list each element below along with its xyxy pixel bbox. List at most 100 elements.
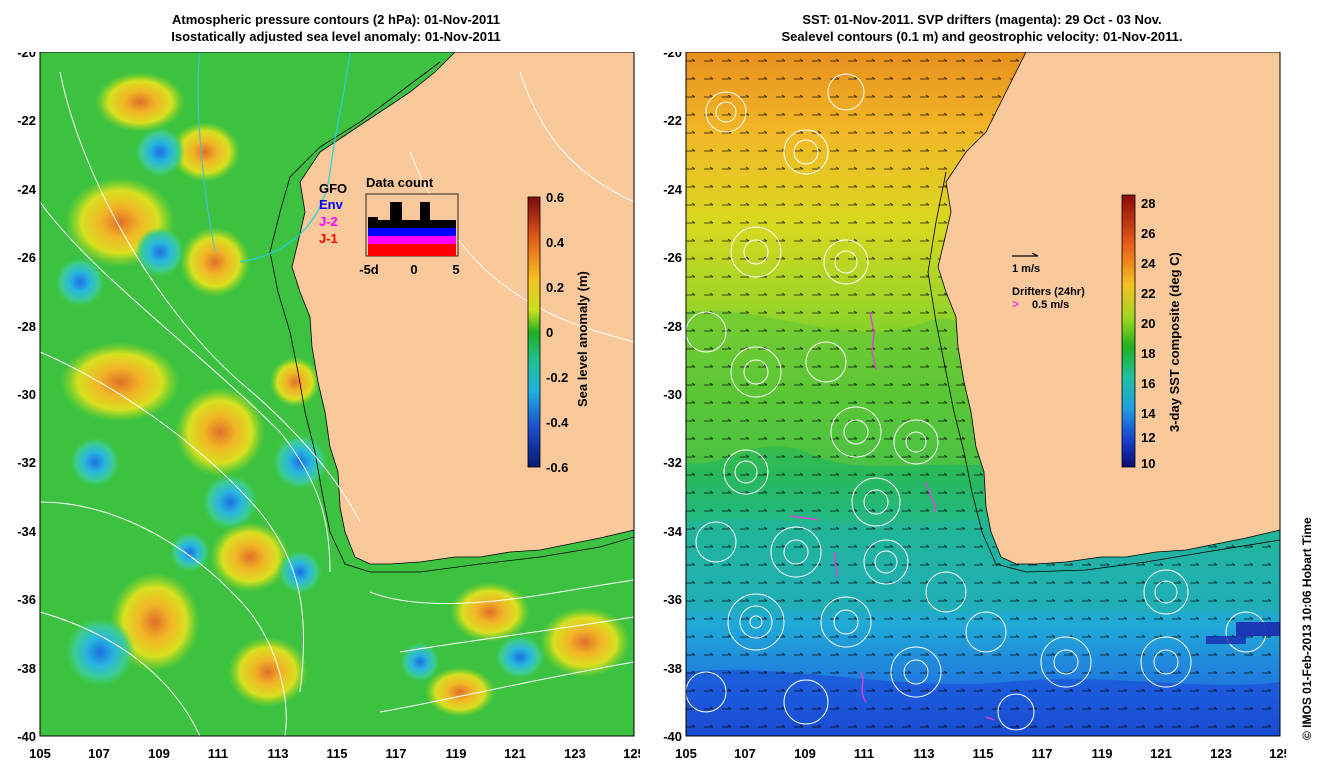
svg-text:-40: -40	[663, 729, 682, 744]
svg-text:119: 119	[446, 746, 467, 761]
data-count-inset: Data count GFO Env J-2 J-1 -5d 0 5	[319, 175, 460, 277]
svg-text:125: 125	[1269, 746, 1286, 761]
svg-text:-26: -26	[663, 250, 682, 265]
svg-text:-36: -36	[663, 592, 682, 607]
svg-text:-0.2: -0.2	[546, 370, 568, 385]
svg-text:12: 12	[1141, 430, 1155, 445]
legend-j2: J-2	[319, 214, 338, 229]
inset-bars	[368, 202, 456, 256]
velocity-scale: 1 m/s	[1012, 252, 1040, 275]
sst-map: -20 -22 -24 -26 -28 -30 -32 -34 -36 -38 …	[663, 52, 1286, 761]
svg-text:-22: -22	[663, 113, 682, 128]
copyright-credit: © IMOS 01-Feb-2013 10:06 Hobart Time	[1300, 517, 1314, 740]
svg-text:10: 10	[1141, 456, 1155, 471]
svg-text:123: 123	[1210, 746, 1232, 761]
legend-gfo: GFO	[319, 181, 347, 196]
svg-text:-30: -30	[663, 387, 682, 402]
svg-text:105: 105	[29, 746, 51, 761]
sla-colorbar: 0.6 0.4 0.2 0 -0.2 -0.4 -0.6 Sea level a…	[527, 190, 590, 475]
drifter-tracks	[790, 311, 995, 721]
svg-text:26: 26	[1141, 226, 1155, 241]
svg-text:14: 14	[1141, 406, 1156, 421]
svg-text:28: 28	[1141, 196, 1155, 211]
pressure-contours	[39, 71, 635, 737]
left-title-line1: Atmospheric pressure contours (2 hPa): 0…	[172, 12, 500, 27]
svg-text:109: 109	[794, 746, 816, 761]
svg-text:0.2: 0.2	[546, 280, 564, 295]
sea-level-anomaly-map: -20 -22 -24 -26 -28 -30 -32 -34 -36 -38 …	[17, 52, 640, 761]
svg-text:115: 115	[327, 746, 348, 761]
svg-text:Sea level anomaly (m): Sea level anomaly (m)	[575, 271, 590, 407]
svg-text:-22: -22	[17, 113, 36, 128]
svg-text:-20: -20	[17, 52, 36, 60]
svg-text:-26: -26	[17, 250, 36, 265]
legend-j1: J-1	[319, 231, 338, 246]
svg-text:117: 117	[1032, 746, 1053, 761]
svg-text:105: 105	[675, 746, 697, 761]
svg-text:115: 115	[973, 746, 994, 761]
svg-text:>: >	[1012, 297, 1019, 311]
right-title-line2: Sealevel contours (0.1 m) and geostrophi…	[781, 29, 1183, 44]
svg-text:-34: -34	[663, 524, 683, 539]
svg-text:24: 24	[1141, 256, 1156, 271]
svg-text:3-day SST composite (deg C): 3-day SST composite (deg C)	[1167, 252, 1182, 432]
sla-blobs	[55, 72, 630, 717]
svg-text:22: 22	[1141, 286, 1155, 301]
svg-text:18: 18	[1141, 346, 1155, 361]
svg-text:109: 109	[148, 746, 170, 761]
svg-text:121: 121	[504, 746, 526, 761]
svg-text:117: 117	[386, 746, 407, 761]
svg-text:107: 107	[734, 746, 756, 761]
svg-text:-5d: -5d	[359, 262, 379, 277]
svg-text:-28: -28	[17, 319, 36, 334]
svg-text:0: 0	[410, 262, 417, 277]
svg-text:-20: -20	[663, 52, 682, 60]
svg-text:-34: -34	[17, 524, 37, 539]
svg-text:0.6: 0.6	[546, 190, 564, 205]
svg-text:-38: -38	[663, 661, 682, 676]
svg-text:123: 123	[564, 746, 586, 761]
svg-text:16: 16	[1141, 376, 1155, 391]
svg-text:-40: -40	[17, 729, 36, 744]
right-title-line1: SST: 01-Nov-2011. SVP drifters (magenta)…	[802, 12, 1162, 27]
svg-text:125: 125	[623, 746, 640, 761]
svg-text:-0.6: -0.6	[546, 460, 568, 475]
svg-text:Drifters (24hr): Drifters (24hr)	[1012, 286, 1085, 298]
svg-text:-30: -30	[17, 387, 36, 402]
left-x-ticks: 105 107 109 111 113 115 117 119 121 123 …	[29, 746, 640, 761]
svg-text:-32: -32	[663, 455, 682, 470]
svg-text:107: 107	[88, 746, 110, 761]
right-panel-title: SST: 01-Nov-2011. SVP drifters (magenta)…	[682, 11, 1282, 45]
shelf-contour	[269, 61, 635, 573]
svg-text:Data count: Data count	[366, 175, 434, 190]
right-y-ticks: -20 -22 -24 -26 -28 -30 -32 -34 -36 -38 …	[663, 52, 683, 744]
right-x-ticks: 105 107 109 111 113 115 117 119 121 123 …	[675, 746, 1286, 761]
drifter-legend: Drifters (24hr) > 0.5 m/s	[1012, 286, 1085, 311]
legend-env: Env	[319, 197, 344, 212]
sealevel-contours	[685, 73, 1267, 731]
svg-text:-24: -24	[663, 182, 683, 197]
left-title-line2: Isostatically adjusted sea level anomaly…	[171, 29, 501, 44]
sst-colorbar: 28 26 24 22 20 18 16 14 12 10 3-day SST …	[1121, 194, 1182, 471]
svg-text:-38: -38	[17, 661, 36, 676]
svg-text:-0.4: -0.4	[546, 415, 569, 430]
svg-text:0.5 m/s: 0.5 m/s	[1032, 299, 1069, 311]
svg-text:-32: -32	[17, 455, 36, 470]
svg-text:0.4: 0.4	[546, 235, 565, 250]
svg-text:1 m/s: 1 m/s	[1012, 263, 1040, 275]
svg-text:0: 0	[546, 325, 553, 340]
svg-text:20: 20	[1141, 316, 1155, 331]
svg-text:-36: -36	[17, 592, 36, 607]
svg-text:119: 119	[1092, 746, 1113, 761]
left-y-ticks: -20 -22 -24 -26 -28 -30 -32 -34 -36 -38 …	[17, 52, 37, 744]
svg-text:111: 111	[854, 746, 874, 761]
svg-text:121: 121	[1150, 746, 1172, 761]
left-panel-title: Atmospheric pressure contours (2 hPa): 0…	[36, 11, 636, 45]
australia-land	[291, 52, 635, 565]
svg-text:113: 113	[914, 746, 935, 761]
svg-text:-28: -28	[663, 319, 682, 334]
australia-land-sst	[937, 52, 1281, 565]
svg-text:113: 113	[268, 746, 289, 761]
svg-text:5: 5	[452, 262, 459, 277]
svg-text:-24: -24	[17, 182, 37, 197]
